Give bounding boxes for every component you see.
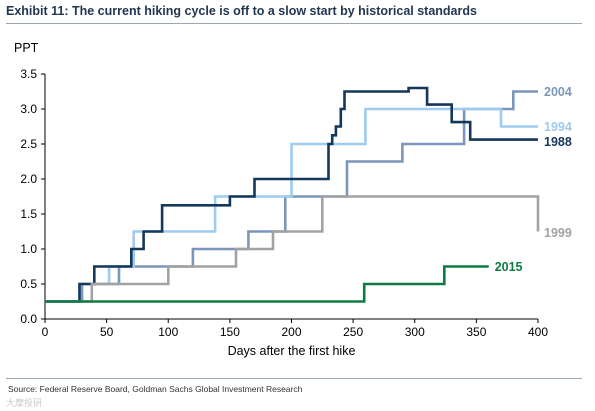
x-tick-label: 250 bbox=[343, 325, 363, 339]
source-divider bbox=[6, 378, 582, 379]
series-label-1999: 1999 bbox=[544, 226, 572, 240]
chart-axes: 0.0 0.5 1.0 1.5 2.0 2.5 3.0 3.5 0 50 100 150 200 250 3… bbox=[14, 41, 548, 358]
y-tick-label: 3.0 bbox=[20, 102, 37, 116]
x-tick-label: 150 bbox=[220, 325, 240, 339]
series-line-1988 bbox=[45, 86, 538, 303]
series-line-1999 bbox=[45, 195, 540, 303]
series-line-2004 bbox=[45, 90, 538, 303]
x-tick-label: 100 bbox=[158, 325, 178, 339]
x-tick-label: 400 bbox=[528, 325, 548, 339]
x-tick-label: 200 bbox=[281, 325, 301, 339]
x-tick-label: 0 bbox=[42, 325, 49, 339]
y-tick-label: 0.5 bbox=[20, 277, 37, 291]
series-label-1994: 1994 bbox=[544, 120, 572, 134]
y-tick-label: 0.0 bbox=[20, 312, 37, 326]
series-label-2004: 2004 bbox=[544, 85, 572, 99]
series-label-2015: 2015 bbox=[495, 260, 523, 274]
y-tick-label: 1.0 bbox=[20, 242, 37, 256]
source-note: Source: Federal Reserve Board, Goldman S… bbox=[8, 384, 303, 394]
y-tick-label: 1.5 bbox=[20, 207, 37, 221]
y-tick-label: 2.0 bbox=[20, 172, 37, 186]
title-divider bbox=[6, 23, 582, 24]
chart-title: Exhibit 11: The current hiking cycle is … bbox=[6, 4, 477, 18]
y-tick-label: 3.5 bbox=[20, 67, 37, 81]
y-axis-label: PPT bbox=[14, 41, 39, 55]
x-axis-label: Days after the first hike bbox=[228, 344, 356, 358]
chart-series bbox=[45, 86, 540, 303]
x-tick-label: 50 bbox=[100, 325, 114, 339]
series-label-1988: 1988 bbox=[544, 135, 572, 149]
x-tick-label: 300 bbox=[405, 325, 425, 339]
x-tick-label: 350 bbox=[466, 325, 486, 339]
watermark-text: 大摩投研 bbox=[6, 398, 43, 408]
series-line-2015 bbox=[45, 265, 489, 303]
y-tick-label: 2.5 bbox=[20, 137, 37, 151]
